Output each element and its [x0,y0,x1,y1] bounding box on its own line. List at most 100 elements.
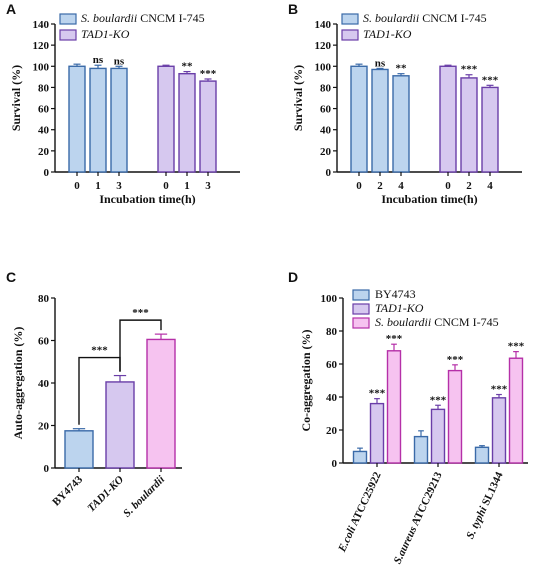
significance-label: *** [369,388,386,400]
y-tick-label: 60 [38,104,50,116]
significance-label: ns [114,55,125,67]
legend-label: S. boulardii CNCM I-745 [363,11,487,25]
legend-swatch [341,13,359,25]
x-tick-label: 0 [74,180,80,192]
significance-label: *** [132,307,149,319]
bar [481,86,499,173]
panel-letter: D [288,269,298,285]
bar [352,450,368,464]
y-tick-label: 80 [326,326,338,338]
bar [110,67,128,173]
y-tick-label: 100 [33,61,50,73]
x-tick-label: BY4743 [50,473,85,508]
y-tick-label: 120 [33,40,50,52]
bar [64,430,94,469]
legend-swatch [352,303,370,315]
x-axis-label: Incubation time(h) [99,192,195,206]
bar [430,408,446,464]
bar [386,350,402,464]
y-tick-label: 60 [38,336,50,348]
x-tick-label: 4 [487,180,493,192]
bar [491,397,507,464]
y-tick-label: 140 [33,19,50,31]
x-tick-label: 0 [163,180,169,192]
panel-letter: B [288,1,298,17]
bar [371,68,389,173]
significance-label: *** [447,354,464,366]
significance-bracket [119,319,162,372]
y-tick-label: 40 [38,125,50,137]
bar [474,446,490,464]
significance-label: ns [93,54,104,66]
bar [392,75,410,173]
bar [350,65,368,173]
panel-a: A 0 20 40 60 80 100 120 140 Survival (%) 0 ns 1 ns 3 0 *… [6,1,240,206]
legend-label: S. boulardii CNCM I-745 [81,11,205,25]
legend-swatch [352,289,370,301]
y-tick-label: 140 [315,19,332,31]
y-tick-label: 80 [38,82,50,94]
bar [105,381,135,469]
significance-label: *** [386,333,403,345]
significance-label: *** [200,68,217,80]
legend-swatch [59,13,77,25]
x-tick-label: 1 [184,180,190,192]
y-tick-label: 20 [320,146,332,158]
legend-label: TAD1-KO [375,301,424,315]
legend-swatch [59,29,77,41]
significance-label: *** [508,341,525,353]
y-tick-label: 0 [332,458,338,470]
significance-label: ** [182,61,194,73]
y-tick-label: 0 [326,167,332,179]
y-tick-label: 0 [44,167,50,179]
significance-label: ns [375,57,386,69]
legend-label: TAD1-KO [81,27,130,41]
legend-label: S. boulardii CNCM I-745 [375,315,499,329]
y-tick-label: 20 [38,146,50,158]
x-tick-label: S.aureus ATCC29213 [392,470,445,566]
x-tick-label: 4 [398,180,404,192]
x-tick-label: TAD1-KO [85,474,126,515]
bar [413,435,429,464]
x-axis-label: Incubation time(h) [381,192,477,206]
bar [460,77,478,173]
y-tick-label: 80 [320,82,332,94]
bar [199,80,217,173]
panel-letter: A [6,1,16,17]
significance-label: *** [461,64,478,76]
y-tick-label: 80 [38,293,50,305]
x-tick-label: S. typhi SL1344 [464,470,506,541]
significance-label: ** [396,63,408,75]
y-tick-label: 60 [320,104,332,116]
y-tick-label: 20 [326,425,338,437]
panel-letter: C [6,269,16,285]
y-tick-label: 40 [38,378,50,390]
bar [447,369,463,464]
x-tick-label: 1 [95,180,101,192]
y-axis-label: Auto-aggregation (%) [11,327,25,440]
x-tick-label: S. boulardii [121,473,168,520]
significance-label: *** [91,345,108,357]
y-tick-label: 100 [315,61,332,73]
x-tick-label: 3 [116,180,122,192]
panel-c: C 0 20 40 60 80 Auto-aggregation (%) BY4743 TAD1… [6,269,182,520]
x-tick-label: 3 [205,180,211,192]
x-tick-label: 2 [377,180,383,192]
y-axis-label: Survival (%) [291,65,305,131]
y-tick-label: 0 [44,463,50,475]
bar [146,338,176,469]
bar [89,67,107,173]
legend-swatch [352,317,370,329]
bar [439,65,457,173]
y-axis-label: Co-aggregation (%) [299,329,313,431]
legend-label: BY4743 [375,287,416,301]
y-tick-label: 100 [321,293,338,305]
x-tick-label: 2 [466,180,472,192]
y-tick-label: 40 [326,392,338,404]
x-tick-label: 0 [445,180,451,192]
y-tick-label: 60 [326,359,338,371]
x-tick-label: E.coli ATCC25922 [336,470,384,555]
legend-label: TAD1-KO [363,27,412,41]
